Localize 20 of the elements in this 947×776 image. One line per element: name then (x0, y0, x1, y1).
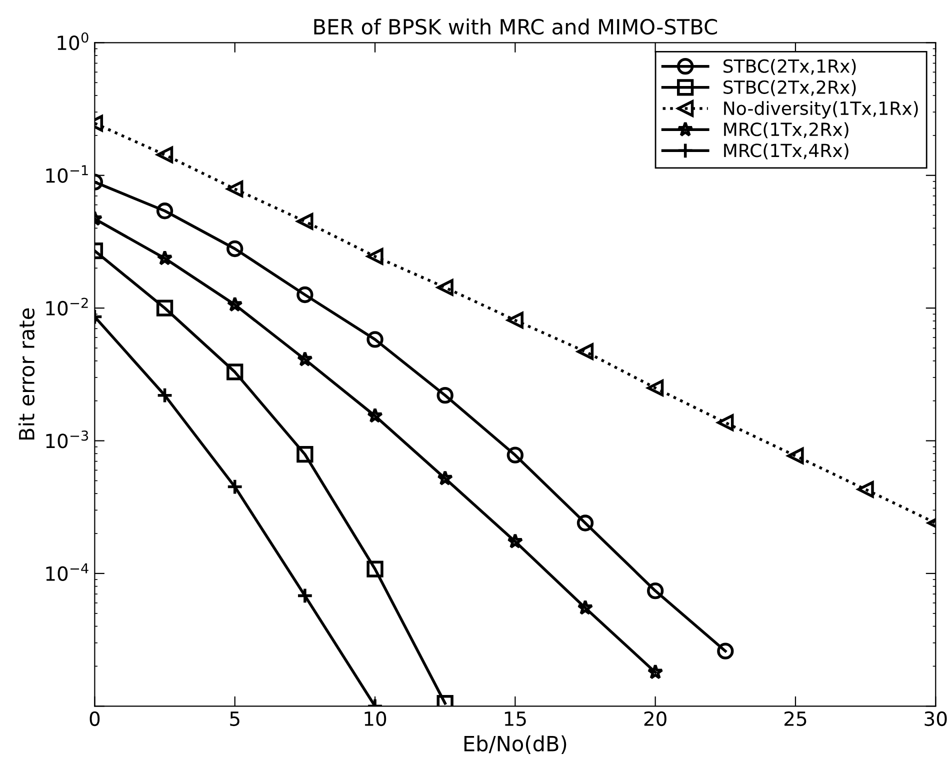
legend-label: MRC(1Tx,2Rx) (724, 122, 848, 138)
legend-label: MRC(1Tx,4Rx) (724, 143, 848, 160)
y-tick-label: 10$^{−1}$ (46, 165, 88, 183)
y-tick-label: 10$^{−3}$ (46, 430, 88, 448)
y-tick-label: 10$^{−4}$ (46, 563, 88, 581)
legend-label: STBC(2Tx,1Rx) (724, 58, 856, 76)
y-tick-label: 10$^{−2}$ (46, 298, 88, 316)
y-axis-title: Bit error rate (18, 308, 35, 440)
x-tick-label: 0 (90, 711, 100, 726)
x-axis-title: Eb/No(dB) (464, 735, 566, 754)
x-tick-label: 30 (924, 711, 947, 726)
legend-label: No-diversity(1Tx,1Rx) (724, 101, 918, 119)
x-tick-label: 10 (364, 711, 386, 726)
y-tick-label: 10$^{0}$ (58, 32, 88, 50)
chart-title: BER of BPSK with MRC and MIMO-STBC (314, 18, 717, 35)
x-tick-label: 20 (644, 711, 666, 726)
x-tick-label: 5 (230, 712, 240, 726)
legend-label: STBC(2Tx,2Rx) (724, 80, 856, 96)
x-tick-label: 25 (784, 711, 806, 726)
x-tick-label: 15 (504, 712, 526, 726)
